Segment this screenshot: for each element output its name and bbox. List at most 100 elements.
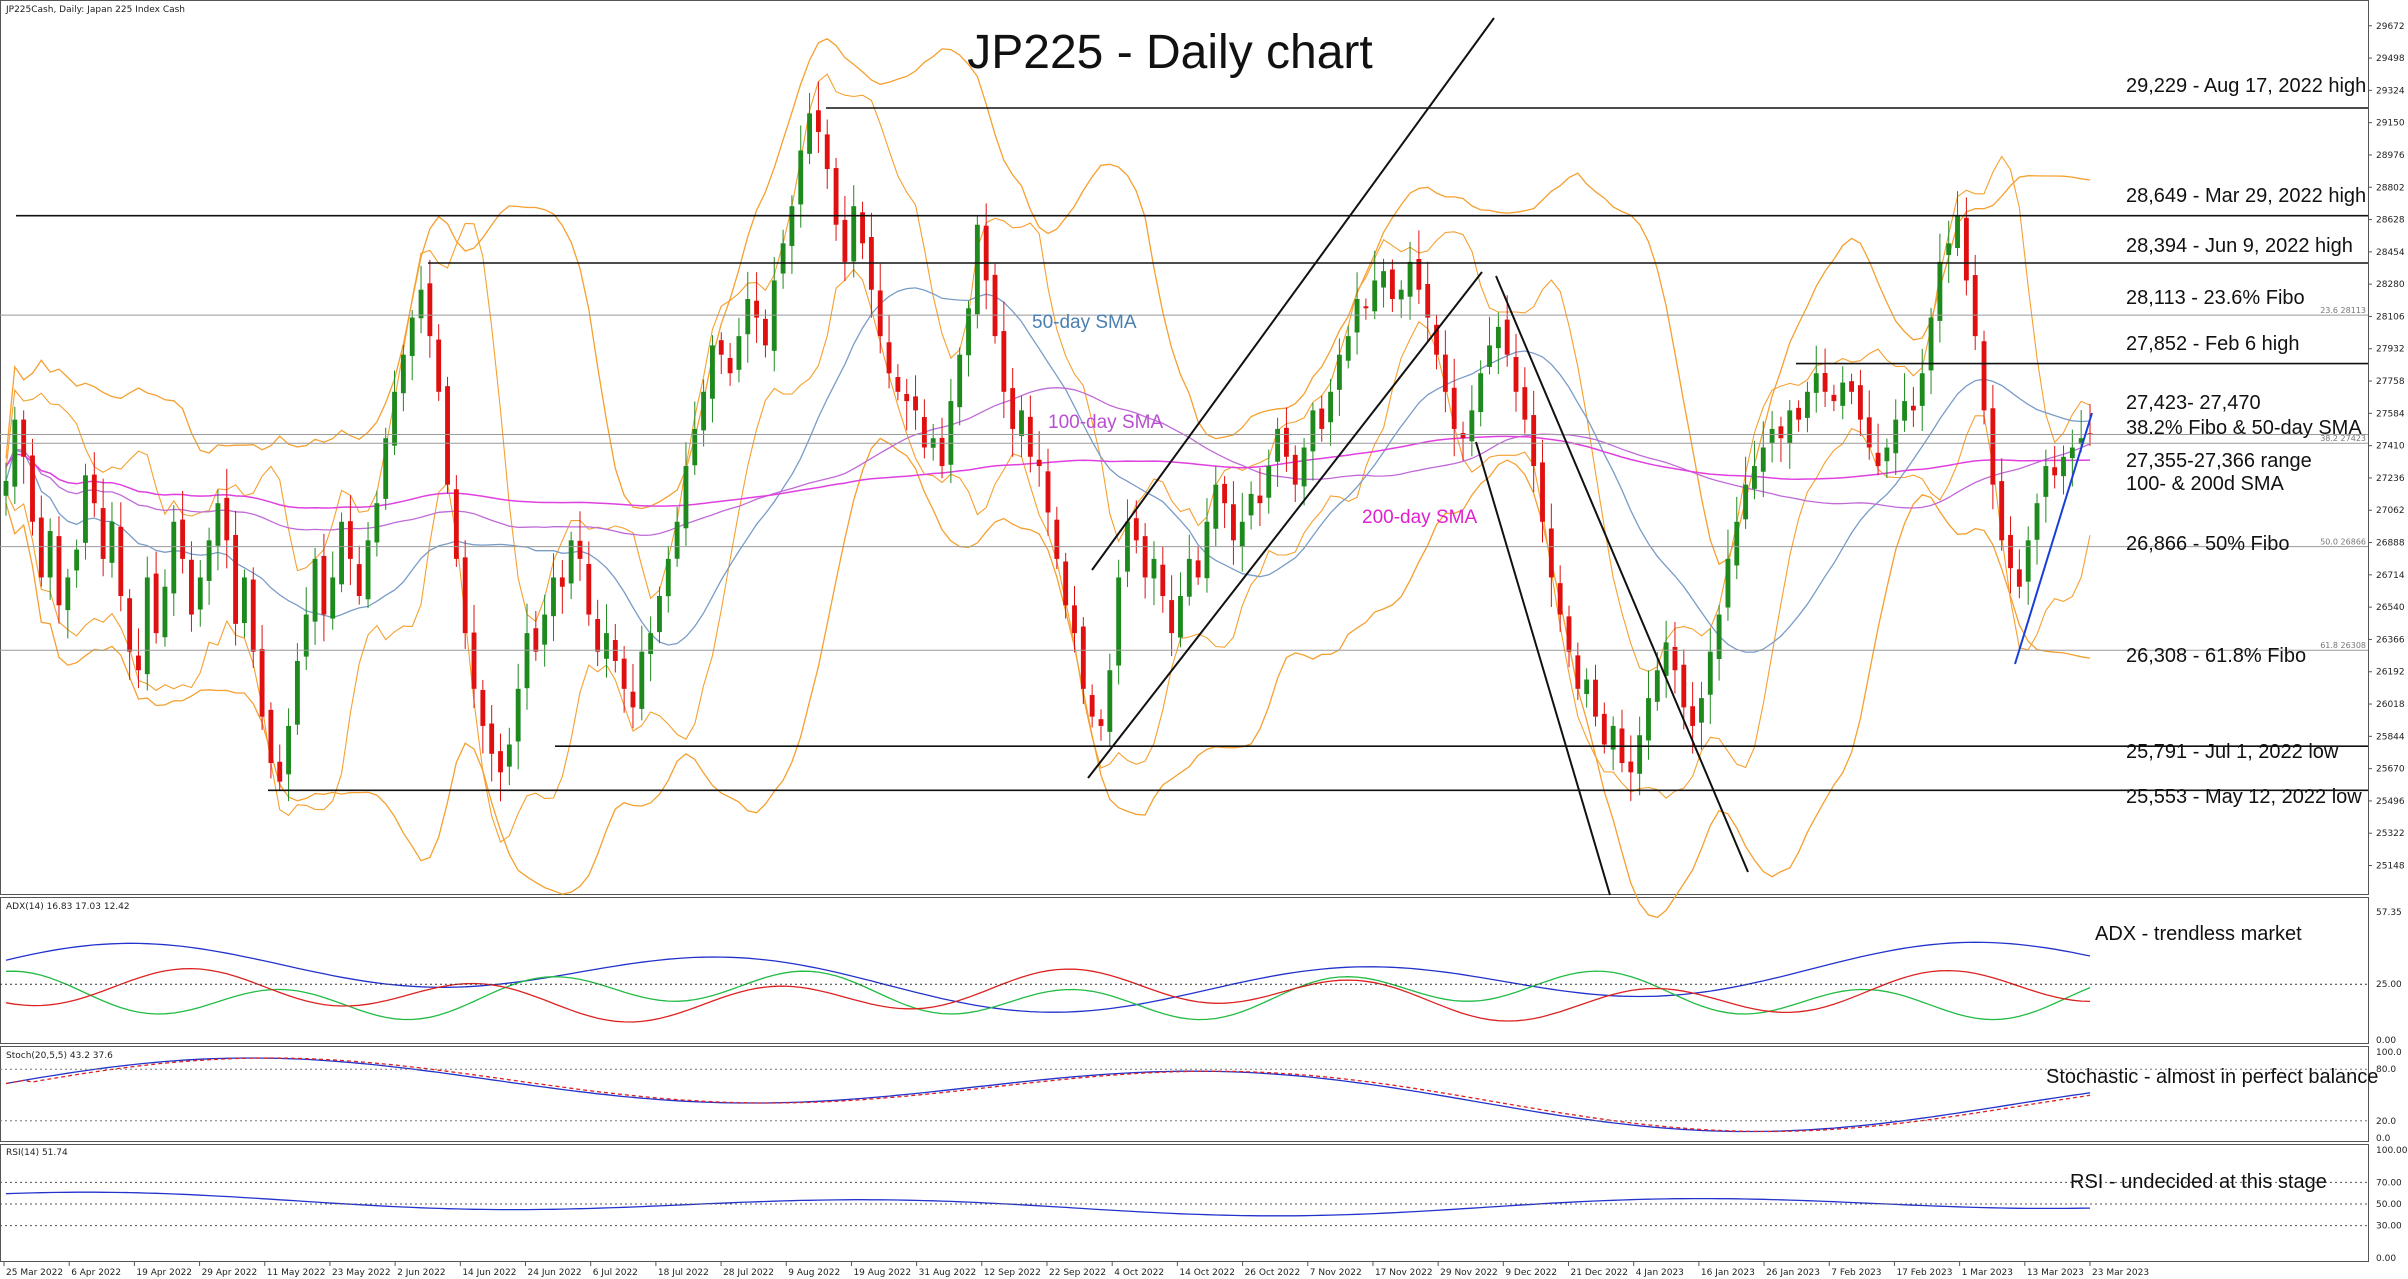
candle-body <box>162 586 168 638</box>
candle-body <box>1813 373 1819 393</box>
candle-body <box>144 577 150 675</box>
candle-body <box>983 225 989 281</box>
y-tick-label: 25844 <box>2376 732 2405 742</box>
candle-body <box>1222 483 1228 504</box>
x-tick-label: 9 Aug 2022 <box>788 1268 840 1278</box>
candle-body <box>12 419 18 487</box>
rsi-panel-frame <box>0 1144 2369 1262</box>
candle-body <box>321 555 327 615</box>
candle-body <box>1416 259 1422 290</box>
candle-body <box>2016 569 2022 587</box>
candle-body <box>2069 447 2075 459</box>
candle-body <box>1027 416 1033 457</box>
indicator-tick-label: 0.00 <box>2376 1036 2396 1046</box>
indicator-tick-label: 25.00 <box>2376 980 2402 990</box>
candle-body <box>1513 356 1519 392</box>
sma100-line <box>5 387 2091 537</box>
y-tick-label: 28106 <box>2376 312 2405 322</box>
candle-body <box>568 540 574 584</box>
candle-body <box>453 489 459 559</box>
candle-body <box>1981 341 1987 411</box>
y-tick-label: 29672 <box>2376 22 2405 32</box>
candle-body <box>1743 484 1749 520</box>
candle-body <box>498 751 503 773</box>
price-level-label: 25,791 - Jul 1, 2022 low <box>2126 741 2339 763</box>
candle-body <box>2052 467 2058 476</box>
candle-body <box>577 540 583 559</box>
price-level-label: 27,423- 27,470 <box>2126 392 2261 414</box>
price-level-label: 26,866 - 50% Fibo <box>2126 533 2289 555</box>
x-tick-label: 9 Dec 2022 <box>1505 1268 1557 1278</box>
trendline <box>2014 412 2093 665</box>
candle-body <box>1133 518 1139 541</box>
candle-body <box>339 521 344 585</box>
candle-body <box>30 455 35 522</box>
y-tick-label: 25496 <box>2376 797 2405 807</box>
x-tick-label: 28 Jul 2022 <box>723 1268 774 1278</box>
x-tick-label: 22 Sep 2022 <box>1049 1268 1106 1278</box>
candle-body <box>1151 558 1157 579</box>
bollinger-upper-narrow <box>5 73 2091 673</box>
candle-body <box>294 660 300 725</box>
candle-body <box>939 437 945 467</box>
candle-body <box>277 761 283 782</box>
x-tick-label: 24 Jun 2022 <box>528 1268 582 1278</box>
candle-body <box>1699 698 1704 723</box>
candle-body <box>1169 600 1175 634</box>
candle-body <box>551 577 556 617</box>
candle-body <box>330 577 336 619</box>
candle-body <box>259 648 265 717</box>
candle-body <box>1292 454 1298 485</box>
candle-body <box>1919 373 1925 406</box>
candle-body <box>392 391 397 446</box>
candle-body <box>736 336 742 370</box>
candle-body <box>1442 354 1448 392</box>
candle-body <box>303 614 309 657</box>
candle-body <box>860 212 865 244</box>
x-tick-label: 6 Apr 2022 <box>71 1268 121 1278</box>
candle-body <box>1204 521 1210 579</box>
x-tick-label: 14 Oct 2022 <box>1179 1268 1235 1278</box>
y-tick-label: 25670 <box>2376 765 2405 775</box>
y-tick-label: 27410 <box>2376 442 2405 452</box>
candle-body <box>127 598 133 652</box>
bollinger-upper-wide <box>5 38 2091 566</box>
y-tick-label: 28802 <box>2376 183 2405 193</box>
candle-body <box>948 401 954 465</box>
x-tick-label: 17 Nov 2022 <box>1375 1268 1433 1278</box>
rsi-annotation: RSI - undecided at this stage <box>2070 1171 2327 1193</box>
candle-body <box>718 340 724 355</box>
candle-body <box>2078 438 2084 445</box>
candle-body <box>1372 280 1378 312</box>
price-level-label: 27,852 - Feb 6 high <box>2126 333 2299 355</box>
candle-body <box>1690 706 1696 726</box>
candle-body <box>559 577 565 587</box>
candle-body <box>1707 651 1713 695</box>
candle-body <box>992 274 998 337</box>
candle-body <box>1840 382 1846 406</box>
x-tick-label: 7 Feb 2023 <box>1831 1268 1881 1278</box>
candle-body <box>445 386 450 485</box>
candle-body <box>1469 410 1475 442</box>
candle-body <box>1902 401 1907 421</box>
y-tick-label: 26540 <box>2376 603 2405 613</box>
candle-body <box>1089 695 1095 717</box>
candle-body <box>153 573 159 634</box>
candle-body <box>1575 655 1581 689</box>
x-tick-label: 25 Mar 2022 <box>6 1268 63 1278</box>
price-level-label: 25,553 - May 12, 2022 low <box>2126 786 2362 808</box>
candle-body <box>842 219 848 262</box>
candle-body <box>1072 605 1077 634</box>
candle-body <box>1036 459 1042 467</box>
candle-body <box>47 531 53 578</box>
price-level-label: 100- & 200d SMA <box>2126 473 2285 495</box>
candle-body <box>1584 679 1590 695</box>
candle-body <box>833 168 839 225</box>
x-tick-label: 14 Jun 2022 <box>462 1268 516 1278</box>
candle-body <box>1398 289 1404 300</box>
candle-body <box>692 428 698 466</box>
price-level-label: 27,355-27,366 range <box>2126 450 2312 472</box>
candle-body <box>665 558 671 597</box>
trendline <box>1087 271 1483 779</box>
